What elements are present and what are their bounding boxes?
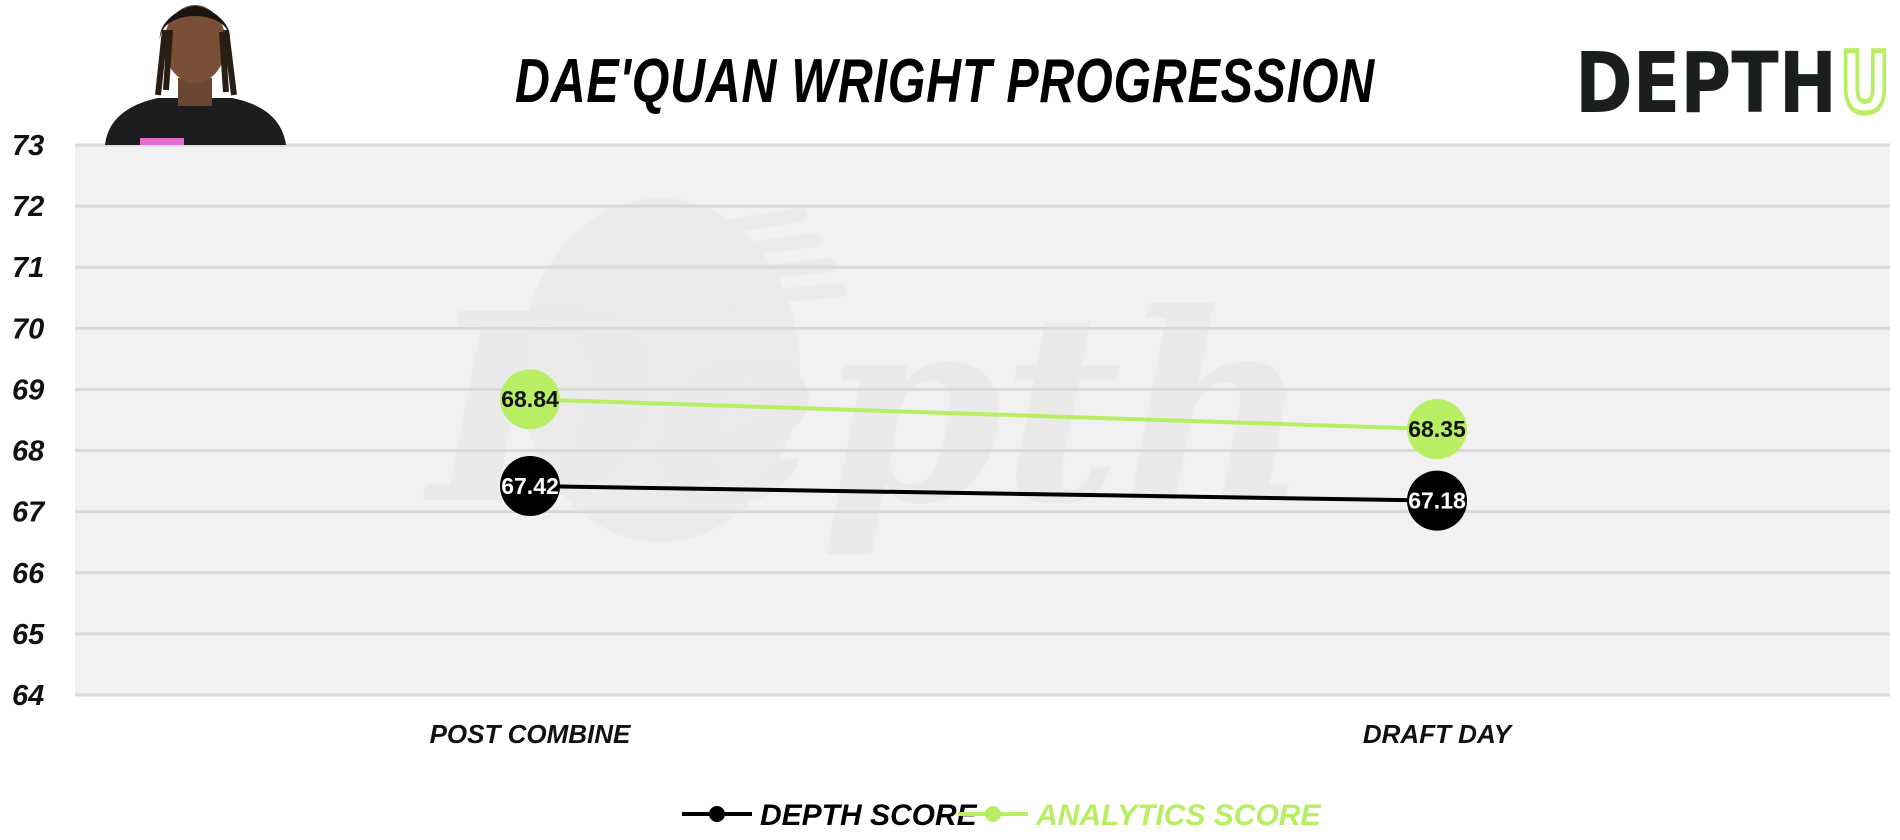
y-tick-label: 73 [12,130,44,162]
chart-title: DAE'QUAN WRIGHT PROGRESSION [515,47,1375,116]
point-analytics-score [1407,399,1467,460]
y-tick-label: 64 [12,680,44,712]
logo-text: DEPTH [1575,34,1837,132]
y-axis: 64 65 66 67 68 69 70 71 72 73 [12,130,46,712]
data-label-depth-score: 67.18 [1408,488,1466,514]
x-tick-label: POST COMBINE [430,719,631,749]
player-photo [105,5,286,145]
legend-item-analytics-score: ANALYTICS SCORE [958,799,1321,832]
y-tick-label: 69 [12,374,44,406]
data-label-analytics-score: 68.35 [1408,416,1466,442]
y-tick-label: 71 [12,252,44,284]
legend-item-depth-score: DEPTH SCORE [682,799,978,832]
legend-label-analytics-score: ANALYTICS SCORE [1035,799,1321,832]
y-tick-label: 67 [12,497,46,529]
series-line-analytics-score [529,397,1438,432]
point-depth-score [1407,470,1467,531]
y-tick-label: 72 [12,191,44,223]
logo-accent-text: U [1840,34,1890,132]
y-tick-label: 68 [12,436,45,468]
y-tick-label: 70 [12,313,44,345]
x-tick-label: DRAFT DAY [1363,719,1514,749]
y-tick-label: 65 [12,619,45,651]
point-depth-score [500,456,560,516]
legend-label-depth-score: DEPTH SCORE [760,799,978,832]
point-analytics-score [500,369,560,430]
data-label-depth-score: 67.42 [501,473,559,499]
y-tick-label: 66 [12,558,45,590]
grid [75,143,1890,697]
data-label-analytics-score: 68.84 [501,386,559,412]
series: 67.42 67.18 68.84 68.35 [500,369,1467,531]
legend: DEPTH SCORE ANALYTICS SCORE [682,799,1321,832]
series-line-depth-score [529,484,1438,503]
plot-area [75,145,1890,695]
x-axis: POST COMBINE DRAFT DAY [430,719,1514,749]
depthu-logo: DEPTH U [1575,32,1893,135]
